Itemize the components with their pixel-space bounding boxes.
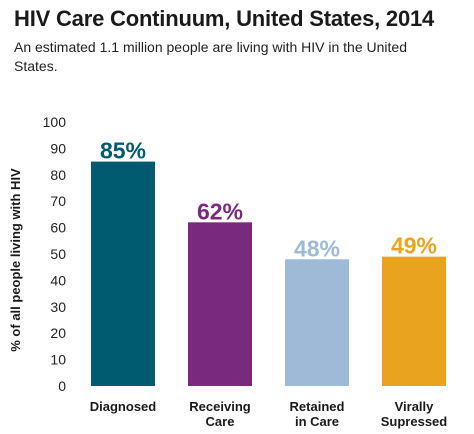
bar bbox=[188, 222, 252, 386]
category-label: Receiving Care bbox=[189, 399, 250, 429]
category-label: Diagnosed bbox=[90, 399, 157, 414]
data-label: 85% bbox=[100, 138, 146, 164]
chart-subtitle: An estimated 1.1 million people are livi… bbox=[14, 39, 407, 74]
chart-title: HIV Care Continuum, United States, 2014 bbox=[14, 6, 435, 31]
y-tick-label: 100 bbox=[43, 114, 67, 130]
bar bbox=[91, 161, 155, 386]
y-tick-label: 10 bbox=[50, 352, 66, 368]
bar bbox=[382, 256, 446, 386]
y-tick-label: 30 bbox=[50, 299, 66, 315]
data-labels: 85% 62% 48% 49% bbox=[100, 138, 437, 262]
y-tick-label: 70 bbox=[50, 193, 66, 209]
bars bbox=[91, 161, 446, 386]
y-tick-label: 60 bbox=[50, 220, 66, 236]
category-labels: Diagnosed Receiving Care Retained in Care Vir… bbox=[90, 399, 448, 429]
y-axis-label: % of all people living with HIV bbox=[8, 168, 23, 352]
y-tick-label: 90 bbox=[50, 140, 66, 156]
y-tick-label: 0 bbox=[58, 378, 66, 394]
data-label: 49% bbox=[391, 233, 437, 259]
data-label: 62% bbox=[197, 198, 243, 224]
category-label: Virally Supressed bbox=[381, 399, 448, 429]
y-tick-label: 40 bbox=[50, 272, 66, 288]
y-tick-label: 50 bbox=[50, 246, 66, 262]
y-axis-ticks: 0 10 20 30 40 50 60 70 80 90 100 bbox=[43, 114, 67, 394]
y-tick-label: 20 bbox=[50, 325, 66, 341]
category-label: Retained in Care bbox=[290, 399, 345, 429]
y-tick-label: 80 bbox=[50, 167, 66, 183]
data-label: 48% bbox=[294, 235, 340, 261]
bar bbox=[285, 259, 349, 386]
